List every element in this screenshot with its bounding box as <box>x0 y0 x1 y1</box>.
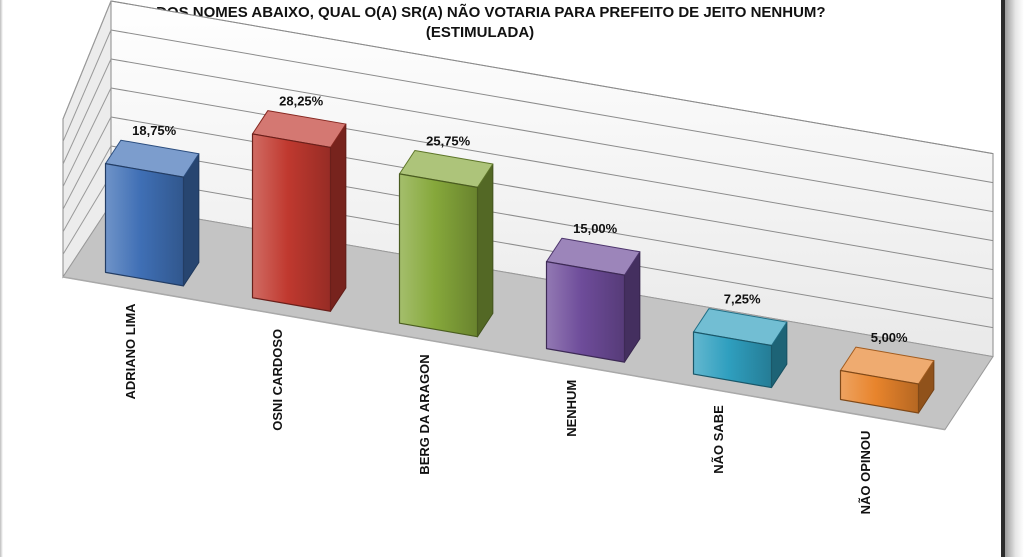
bar-front <box>398 173 479 338</box>
bar <box>104 139 200 287</box>
side-gridline <box>62 29 112 142</box>
bar-side <box>477 163 494 338</box>
side-gridline <box>62 87 112 187</box>
bar-front <box>545 261 626 363</box>
side-gridline <box>62 0 112 120</box>
data-label: 18,75% <box>132 123 177 138</box>
data-label: 7,25% <box>724 291 761 306</box>
side-gridline <box>62 174 112 255</box>
data-label: 25,75% <box>426 133 471 148</box>
side-gridline <box>62 116 112 210</box>
category-label: NÃO SABE <box>711 405 726 474</box>
bar-front <box>251 133 332 312</box>
frame-right-shadow <box>1005 0 1024 557</box>
bar-side <box>330 123 347 312</box>
data-label: 15,00% <box>573 221 618 236</box>
gridline <box>110 58 994 213</box>
bar-front <box>692 331 773 389</box>
frame-left-edge <box>0 0 3 557</box>
category-label: OSNI CARDOSO <box>270 329 285 431</box>
frame-right-border <box>1001 0 1005 557</box>
side-gridline <box>62 58 112 165</box>
bar-front <box>104 163 185 287</box>
chart-bars <box>104 110 935 414</box>
chart-labels: 18,75% ADRIANO LIMA 28,25% OSNI CARDOSO 25,7… <box>123 93 908 514</box>
bar <box>398 150 494 338</box>
bar <box>545 237 641 363</box>
gridline <box>110 0 994 155</box>
category-label: NÃO OPINOU <box>858 431 873 515</box>
gridline <box>110 29 994 184</box>
data-label: 5,00% <box>871 330 908 345</box>
floor-edge <box>62 276 946 431</box>
chart-title-line2: (ESTIMULADA) <box>425 24 535 41</box>
gridline <box>110 87 994 242</box>
bar <box>839 346 935 414</box>
side-gridline <box>62 145 112 233</box>
bar <box>251 110 347 312</box>
bar <box>692 308 788 389</box>
category-label: NENHUM <box>564 380 579 437</box>
category-label: ADRIANO LIMA <box>123 303 138 400</box>
data-label: 28,25% <box>279 93 324 108</box>
bar-front <box>839 369 920 414</box>
category-label: BERG DA ARAGON <box>417 354 432 474</box>
chart-title-line1: 7 - DOS NOMES ABAIXO, QUAL O(A) SR(A) NÃ… <box>134 4 826 21</box>
